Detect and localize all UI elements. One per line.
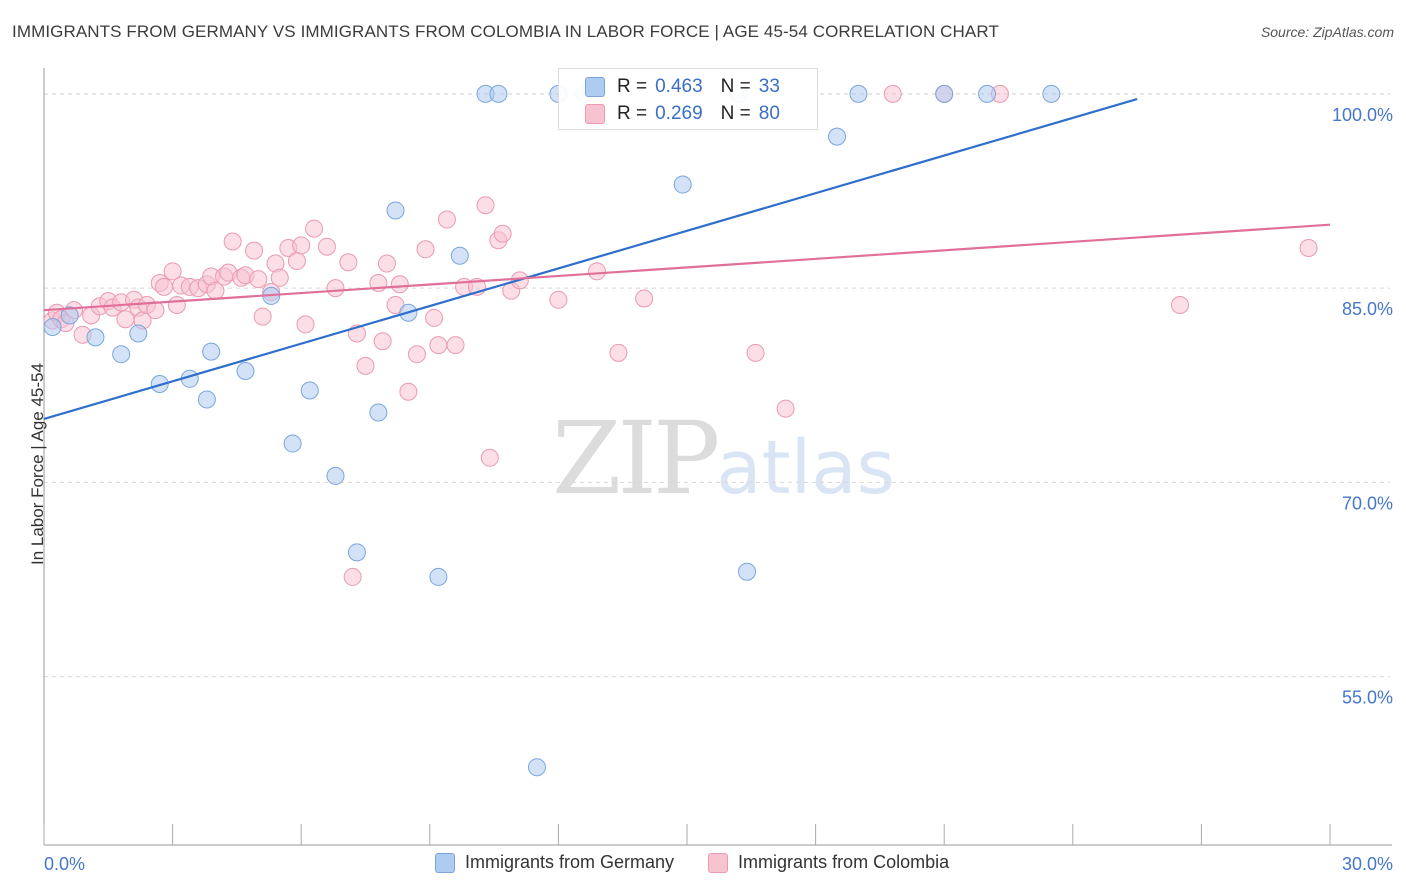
- x-tick-label: 30.0%: [1342, 854, 1393, 874]
- data-point-colombia: [493, 224, 512, 243]
- data-point-germany: [347, 543, 366, 562]
- data-point-germany: [369, 403, 388, 422]
- watermark-zip: ZIP: [552, 400, 720, 517]
- data-point-colombia: [609, 343, 628, 362]
- data-point-colombia: [476, 196, 495, 215]
- data-point-colombia: [446, 336, 465, 355]
- data-point-germany: [489, 84, 508, 103]
- data-point-colombia: [635, 289, 654, 308]
- data-point-colombia: [287, 251, 306, 270]
- data-point-germany: [86, 328, 105, 347]
- data-point-colombia: [587, 262, 606, 281]
- data-point-colombia: [1170, 295, 1189, 314]
- stats-r-label-colombia: R =: [617, 103, 648, 124]
- data-point-colombia: [407, 345, 426, 364]
- stats-swatch-germany: [585, 77, 605, 97]
- data-point-colombia: [416, 240, 435, 259]
- data-point-colombia: [317, 237, 336, 256]
- data-point-germany: [673, 175, 692, 194]
- legend-swatch-colombia: [708, 852, 729, 873]
- data-point-germany: [450, 246, 469, 265]
- y-tick-label: 100.0%: [1332, 105, 1393, 125]
- data-point-germany: [197, 390, 216, 409]
- data-point-colombia: [377, 254, 396, 273]
- data-point-colombia: [373, 332, 392, 351]
- data-point-germany: [202, 342, 221, 361]
- data-point-germany: [326, 466, 345, 485]
- stats-r-value-germany: 0.463: [655, 76, 703, 97]
- data-point-colombia: [326, 279, 345, 298]
- data-point-germany: [386, 201, 405, 220]
- data-point-germany: [429, 567, 448, 586]
- data-point-colombia: [270, 268, 289, 287]
- stats-box: R = 0.463 N = 33 R = 0.269 N = 80: [558, 68, 818, 130]
- data-point-germany: [112, 345, 131, 364]
- source-label: Source: ZipAtlas.com: [1260, 24, 1394, 40]
- data-point-colombia: [480, 448, 499, 467]
- legend-swatch-germany: [435, 852, 455, 873]
- data-point-colombia: [390, 275, 409, 294]
- data-point-colombia: [399, 382, 418, 401]
- data-point-germany: [60, 306, 79, 325]
- data-point-colombia: [746, 343, 765, 362]
- data-point-germany: [300, 381, 319, 400]
- data-point-colombia: [1299, 239, 1318, 258]
- legend: Immigrants from Germany Immigrants from …: [435, 852, 983, 873]
- y-axis-label: In Labor Force | Age 45-54: [28, 363, 47, 565]
- data-point-colombia: [223, 232, 242, 251]
- stats-n-label-germany: N =: [720, 76, 751, 97]
- stats-n-value-colombia: 80: [758, 103, 780, 124]
- trend-line-germany: [43, 98, 1138, 421]
- stats-swatch-colombia: [585, 104, 605, 124]
- data-point-colombia: [776, 399, 795, 418]
- watermark-atlas: atlas: [716, 425, 896, 511]
- stats-n-value-germany: 33: [758, 76, 780, 97]
- data-point-colombia: [429, 336, 448, 355]
- stats-r-value-colombia: 0.269: [655, 103, 703, 124]
- data-point-colombia: [339, 253, 358, 272]
- watermark: ZIPatlas: [552, 400, 895, 517]
- data-point-germany: [43, 318, 62, 336]
- data-point-germany: [935, 84, 954, 103]
- data-point-colombia: [296, 315, 315, 334]
- data-point-colombia: [883, 84, 902, 103]
- data-point-colombia: [425, 308, 444, 327]
- data-point-germany: [978, 84, 997, 103]
- data-point-colombia: [292, 236, 311, 255]
- data-point-germany: [129, 324, 148, 343]
- data-point-germany: [738, 562, 757, 581]
- legend-item-colombia[interactable]: Immigrants from Colombia: [708, 852, 949, 873]
- x-tick-label: 0.0%: [44, 854, 85, 874]
- data-point-colombia: [356, 356, 375, 375]
- data-point-colombia: [163, 262, 182, 281]
- trend-line-colombia: [43, 223, 1331, 312]
- data-point-colombia: [305, 219, 324, 238]
- data-point-colombia: [167, 295, 186, 314]
- data-point-colombia: [249, 270, 268, 289]
- data-point-germany: [236, 362, 255, 381]
- y-tick-label: 85.0%: [1342, 299, 1393, 319]
- legend-label-colombia: Immigrants from Colombia: [738, 852, 950, 872]
- stats-r-label-germany: R =: [617, 76, 648, 97]
- chart-title: IMMIGRANTS FROM GERMANY VS IMMIGRANTS FR…: [12, 22, 999, 41]
- stats-row-colombia: R = 0.269 N = 80: [559, 100, 780, 128]
- data-point-colombia: [437, 210, 456, 229]
- data-point-germany: [849, 84, 868, 103]
- data-point-colombia: [253, 307, 272, 326]
- data-point-germany: [828, 127, 847, 146]
- data-point-germany: [1042, 84, 1061, 103]
- data-point-colombia: [245, 241, 264, 260]
- data-point-colombia: [343, 567, 362, 586]
- y-tick-label: 70.0%: [1342, 493, 1393, 513]
- stats-n-label-colombia: N =: [720, 103, 751, 124]
- legend-label-germany: Immigrants from Germany: [465, 852, 675, 872]
- stats-row-germany: R = 0.463 N = 33: [559, 73, 780, 101]
- legend-item-germany[interactable]: Immigrants from Germany: [435, 852, 674, 873]
- data-point-colombia: [155, 277, 174, 296]
- y-tick-label: 55.0%: [1342, 688, 1393, 708]
- data-point-germany: [283, 434, 302, 453]
- data-point-germany: [527, 758, 546, 777]
- data-point-colombia: [549, 290, 568, 309]
